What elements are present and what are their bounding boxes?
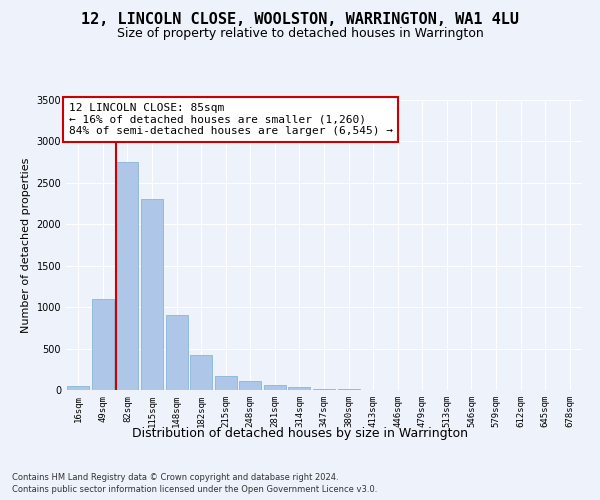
Bar [215,376,237,390]
Bar [92,299,114,390]
Bar [289,387,310,390]
Bar [116,162,139,390]
Bar [141,200,163,390]
Bar [166,316,188,390]
Text: Size of property relative to detached houses in Warrington: Size of property relative to detached ho… [116,28,484,40]
Y-axis label: Number of detached properties: Number of detached properties [21,158,31,332]
Text: 12 LINCOLN CLOSE: 85sqm
← 16% of detached houses are smaller (1,260)
84% of semi: 12 LINCOLN CLOSE: 85sqm ← 16% of detache… [68,103,392,136]
Bar [264,384,286,390]
Bar [67,386,89,390]
Text: 12, LINCOLN CLOSE, WOOLSTON, WARRINGTON, WA1 4LU: 12, LINCOLN CLOSE, WOOLSTON, WARRINGTON,… [81,12,519,28]
Bar [338,389,359,390]
Bar [313,389,335,390]
Bar [239,381,262,390]
Bar [190,355,212,390]
Text: Contains HM Land Registry data © Crown copyright and database right 2024.: Contains HM Land Registry data © Crown c… [12,472,338,482]
Text: Contains public sector information licensed under the Open Government Licence v3: Contains public sector information licen… [12,485,377,494]
Text: Distribution of detached houses by size in Warrington: Distribution of detached houses by size … [132,428,468,440]
